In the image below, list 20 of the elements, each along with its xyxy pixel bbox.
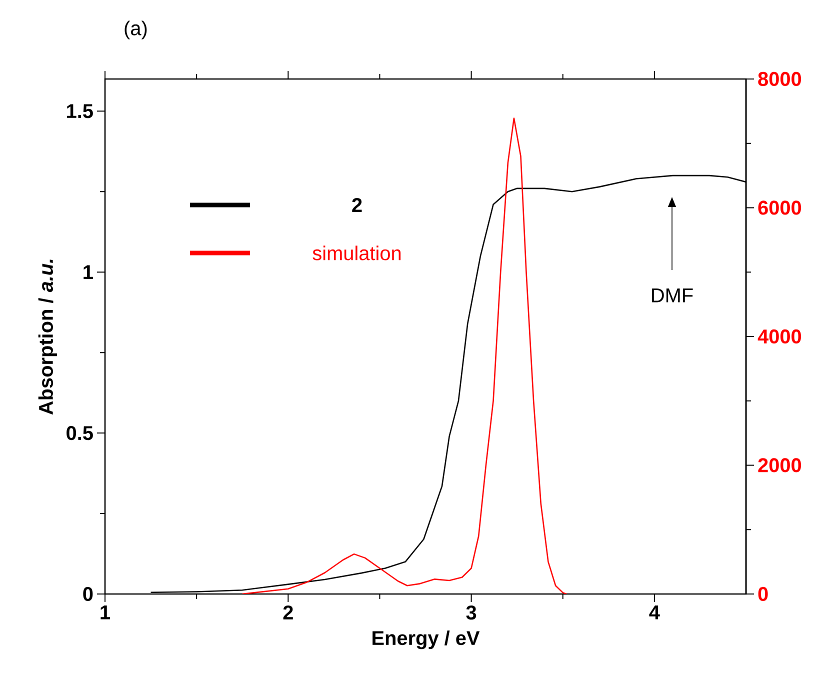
x-tick-label: 2 [283,606,293,620]
text: 2 [352,198,362,212]
annotation: DMF [652,288,693,302]
y-tick-label: 0 [83,586,93,602]
x-tick-label: 1 [100,606,110,620]
x-tick-label: 4 [649,606,660,620]
y2-tick-label: 0 [758,586,768,602]
text: simulation [312,246,401,260]
y2-tick-label: 2000 [758,458,802,472]
chart-title: (a) [124,20,147,40]
y-axis-title: Absorption / a.u. [38,260,57,415]
y2-tick-label: 6000 [758,200,802,215]
x-tick-label: 3 [466,606,476,620]
y-tick-label: 0.5 [66,426,93,440]
line-series [242,118,568,594]
y2-tick-label: 8000 [758,72,802,86]
y-tick-label: 1 [84,265,93,279]
y2-tick-label: 4000 [758,329,802,344]
y-tick-label: 1.5 [67,104,93,118]
x-axis-title: Energy / eV [372,630,480,650]
